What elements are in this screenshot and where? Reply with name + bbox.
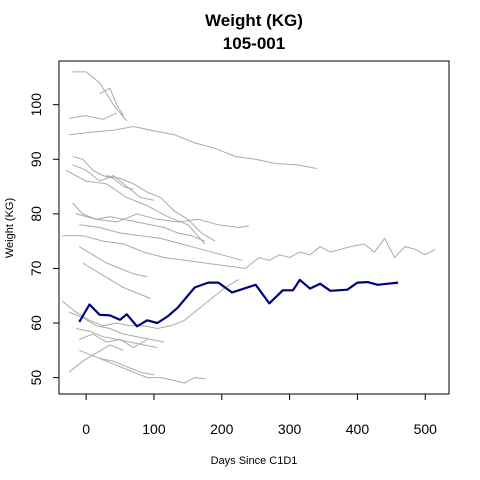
x-tick-label-100: 100 <box>142 421 166 437</box>
series-line-3 <box>69 113 117 120</box>
series-line-19 <box>69 345 123 372</box>
highlight-series-line <box>79 280 398 326</box>
y-tick-label-80: 80 <box>28 206 44 222</box>
series-line-7 <box>107 176 216 242</box>
series-line-13 <box>79 247 147 277</box>
chart-title: Weight (KG) <box>205 11 303 30</box>
series-line-4 <box>69 127 317 169</box>
x-tick-label-500: 500 <box>414 421 438 437</box>
y-tick-label-100: 100 <box>28 93 44 117</box>
y-tick-label-90: 90 <box>28 151 44 167</box>
axes-layer: 0 100 200 300 400 500 50 60 70 80 90 100 <box>28 93 437 437</box>
series-line-21 <box>100 359 154 375</box>
y-tick-label-60: 60 <box>28 315 44 331</box>
chart-subtitle: 105-001 <box>223 34 285 53</box>
x-tick-label-0: 0 <box>82 421 90 437</box>
series-line-11 <box>79 225 242 260</box>
x-axis-label: Days Since C1D1 <box>211 455 298 467</box>
series-line-20 <box>79 350 205 383</box>
y-axis-label: Weight (KG) <box>4 198 16 258</box>
series-line-1 <box>73 72 127 121</box>
series-line-10 <box>76 214 249 228</box>
x-tick-label-200: 200 <box>210 421 234 437</box>
series-line-12 <box>62 236 435 269</box>
series-line-6 <box>73 165 154 201</box>
x-tick-label-400: 400 <box>346 421 370 437</box>
series-layer <box>62 72 435 383</box>
series-line-8 <box>66 170 205 244</box>
x-tick-label-300: 300 <box>278 421 302 437</box>
series-line-14 <box>83 263 151 299</box>
y-tick-label-70: 70 <box>28 260 44 276</box>
y-tick-label-50: 50 <box>28 370 44 386</box>
series-line-18 <box>79 334 147 348</box>
plot-frame <box>59 61 449 394</box>
